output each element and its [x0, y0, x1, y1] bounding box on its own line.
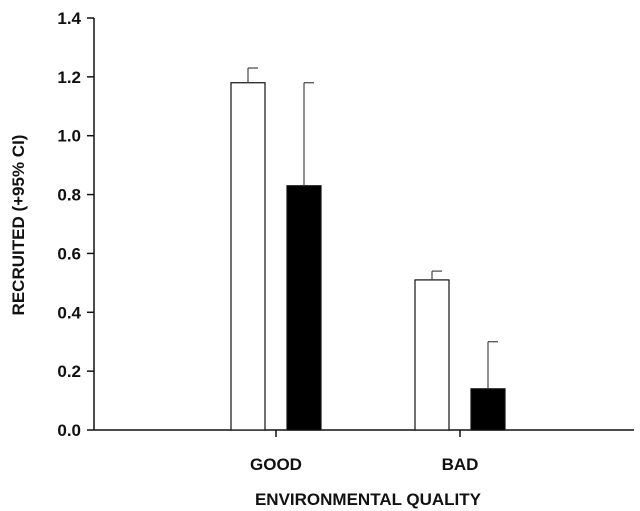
y-tick-label: 1.2	[57, 68, 81, 87]
bar-good-series-2	[286, 185, 322, 431]
y-tick-label: 1.4	[57, 9, 81, 28]
x-tick-label-bad: BAD	[442, 455, 479, 474]
y-tick-label: 0.0	[57, 421, 81, 440]
y-axis-ticks: 0.0 0.2 0.4 0.6 0.8 1.0 1.2 1.4	[57, 9, 94, 440]
y-tick-label: 0.2	[57, 362, 81, 381]
x-axis-ticks: GOOD BAD	[250, 430, 478, 474]
bar-bad-series-2	[470, 388, 506, 431]
y-axis-title: RECRUITED (+95% CI)	[9, 135, 28, 316]
x-axis-title: ENVIRONMENTAL QUALITY	[255, 490, 482, 509]
axes	[93, 18, 634, 431]
bars	[230, 82, 506, 431]
y-tick-label: 0.4	[57, 303, 81, 322]
x-tick-label-good: GOOD	[250, 455, 302, 474]
y-tick-label: 0.6	[57, 244, 81, 263]
error-bars	[247, 67, 498, 389]
bar-good-series-1	[230, 82, 266, 431]
bar-bad-series-1	[414, 279, 450, 431]
y-tick-label: 0.8	[57, 186, 81, 205]
y-tick-label: 1.0	[57, 127, 81, 146]
